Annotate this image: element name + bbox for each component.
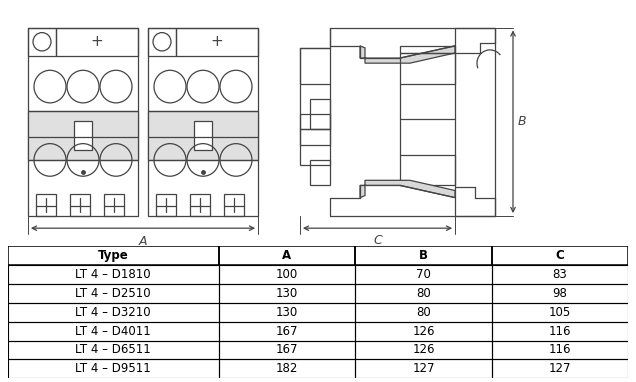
Text: LT 4 – D4011: LT 4 – D4011 [75,325,151,338]
Bar [28,28,138,216]
Bar [190,194,210,216]
Text: 167: 167 [276,325,298,338]
Bar [492,340,628,359]
Bar [36,194,56,216]
Text: A: A [282,249,291,262]
Bar [56,28,138,56]
Text: LT 4 – D1810: LT 4 – D1810 [75,268,151,281]
Bar [219,265,356,284]
Text: B: B [419,249,428,262]
Bar [492,359,628,378]
Text: 167: 167 [276,343,298,356]
Text: 80: 80 [416,306,431,319]
Text: LT 4 – D9511: LT 4 – D9511 [75,362,151,375]
Bar [356,359,492,378]
Bar [356,265,492,284]
Bar [8,340,219,359]
Bar [492,265,628,284]
Bar [148,111,258,160]
Text: 130: 130 [276,287,298,300]
Bar [219,359,356,378]
Text: 126: 126 [412,325,435,338]
Bar [28,28,56,56]
Text: 127: 127 [549,362,571,375]
Bar [74,121,92,150]
Bar [194,121,212,150]
Bar [356,246,492,265]
Bar [300,114,330,145]
Text: 130: 130 [276,306,298,319]
Polygon shape [360,46,455,63]
Bar [455,28,495,216]
Bar [8,322,219,340]
Text: 98: 98 [553,287,567,300]
Text: 100: 100 [276,268,298,281]
Bar [356,322,492,340]
Text: 105: 105 [549,306,571,319]
Bar [219,246,356,265]
Bar [148,28,176,56]
Text: +: + [90,34,104,49]
Text: C: C [373,234,382,247]
Bar [219,284,356,303]
Bar [148,28,258,216]
Bar [310,99,330,129]
Bar [156,194,176,216]
Bar [8,359,219,378]
Text: 126: 126 [412,343,435,356]
Bar [492,322,628,340]
Bar [8,265,219,284]
Bar [356,303,492,322]
Bar [176,28,258,56]
Bar [219,340,356,359]
Bar [356,340,492,359]
Text: 70: 70 [416,268,431,281]
Text: 182: 182 [276,362,298,375]
Bar [492,303,628,322]
Bar [400,155,455,185]
Text: LT 4 – D2510: LT 4 – D2510 [75,287,151,300]
Text: 116: 116 [549,325,571,338]
Text: B: B [518,115,527,128]
Bar [8,303,219,322]
Text: 116: 116 [549,343,571,356]
Bar [219,322,356,340]
Bar [492,246,628,265]
Bar [310,160,330,185]
Bar [356,284,492,303]
Bar [224,194,244,216]
Bar [300,129,330,165]
Text: +: + [211,34,223,49]
Bar [300,48,330,84]
Bar [8,284,219,303]
Text: 80: 80 [416,287,431,300]
Bar [492,284,628,303]
Text: C: C [556,249,565,262]
Text: Type: Type [98,249,128,262]
Bar [8,246,219,265]
Polygon shape [360,180,455,197]
Bar [70,194,90,216]
Bar [28,111,138,160]
Bar [104,194,124,216]
Text: LT 4 – D6511: LT 4 – D6511 [75,343,151,356]
Text: A: A [139,235,148,248]
Text: LT 4 – D3210: LT 4 – D3210 [75,306,151,319]
Bar [400,53,455,84]
Bar [400,46,455,53]
Text: 127: 127 [412,362,435,375]
Text: 83: 83 [553,268,567,281]
Bar [219,303,356,322]
